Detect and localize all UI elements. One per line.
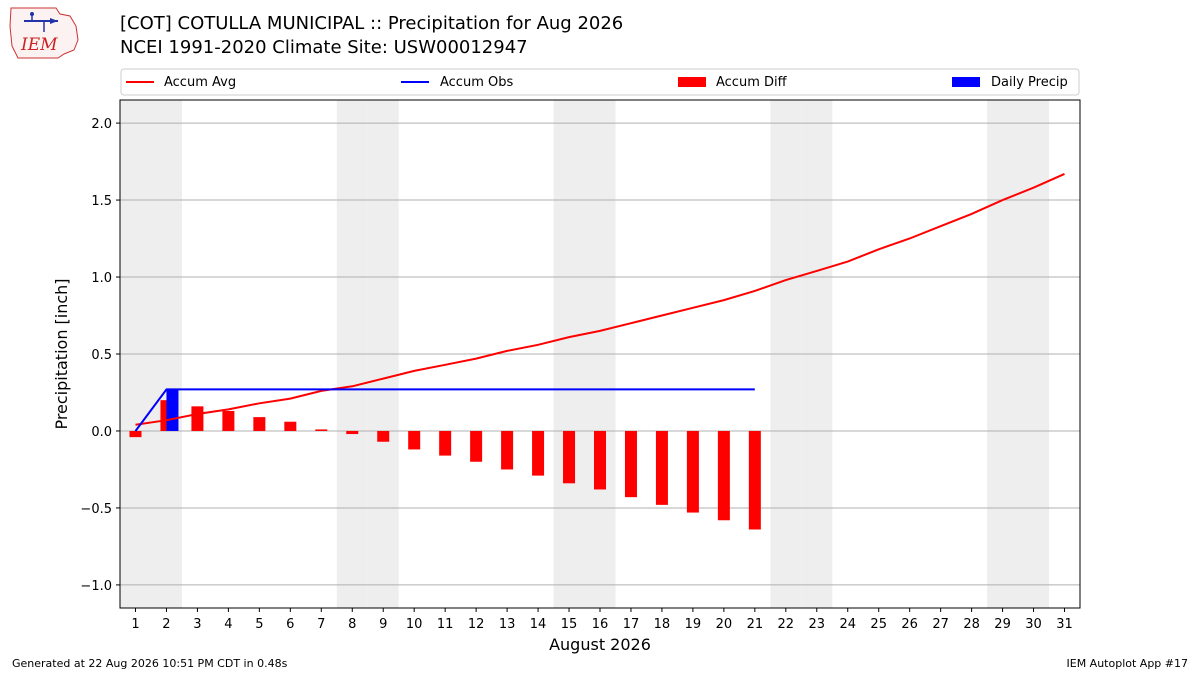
y-axis-label: Precipitation [inch]	[52, 278, 71, 429]
accum-diff-bar	[129, 430, 142, 438]
x-tick-label: 25	[870, 617, 887, 632]
legend-label: Daily Precip	[991, 75, 1068, 90]
x-tick-label: 4	[224, 617, 232, 632]
y-tick-label: 1.0	[91, 271, 112, 286]
accum-diff-bar	[470, 430, 483, 462]
accum-diff-bar	[346, 430, 359, 435]
x-tick-label: 9	[379, 617, 387, 632]
y-tick-label: −0.5	[80, 502, 112, 517]
y-tick-label: 2.0	[91, 117, 112, 132]
accum-diff-bar	[315, 429, 328, 431]
accum-diff-bar	[501, 430, 514, 470]
legend-label: Accum Avg	[164, 75, 236, 90]
accum-diff-bar	[222, 410, 235, 431]
x-tick-label: 26	[901, 617, 918, 632]
accum-diff-bar	[717, 430, 730, 521]
accum-diff-bar	[686, 430, 699, 513]
accum-diff-bar	[594, 430, 606, 490]
legend-box	[120, 68, 1080, 96]
x-tick-label: 3	[193, 617, 201, 632]
x-tick-label: 28	[963, 617, 980, 632]
accum-diff-bar	[284, 421, 297, 431]
legend-swatch	[678, 77, 706, 87]
x-tick-label: 2	[162, 617, 170, 632]
footer-generated: Generated at 22 Aug 2026 10:51 PM CDT in…	[12, 657, 288, 670]
x-tick-label: 11	[437, 617, 454, 632]
y-tick-label: 0.0	[91, 425, 112, 440]
accum-diff-bar	[191, 406, 204, 431]
x-tick-label: 24	[839, 617, 856, 632]
logo-text: IEM	[20, 35, 58, 55]
accum-diff-bar	[408, 430, 421, 450]
daily-precip-bar	[166, 389, 179, 431]
legend-swatch	[952, 77, 980, 87]
x-tick-label: 13	[499, 617, 516, 632]
x-tick-label: 29	[994, 617, 1011, 632]
accum-diff-bar	[655, 430, 668, 505]
x-tick-label: 15	[561, 617, 578, 632]
y-tick-label: −1.0	[80, 579, 112, 594]
accum-diff-bar	[624, 430, 637, 498]
accum-diff-bar	[377, 430, 390, 442]
x-tick-label: 20	[716, 617, 733, 632]
x-tick-label: 27	[932, 617, 949, 632]
accum-diff-bar	[532, 430, 545, 476]
x-tick-label: 7	[317, 617, 325, 632]
y-tick-label: 1.5	[91, 194, 112, 209]
x-tick-label: 5	[255, 617, 263, 632]
x-tick-label: 6	[286, 617, 294, 632]
x-tick-label: 8	[348, 617, 356, 632]
accum-diff-bar	[439, 430, 452, 456]
x-tick-label: 30	[1025, 617, 1042, 632]
x-tick-label: 18	[654, 617, 671, 632]
accum-diff-bar	[563, 430, 576, 484]
accum-diff-bar	[748, 430, 761, 530]
legend-label: Accum Diff	[716, 75, 788, 90]
iem-logo: IEM	[9, 7, 79, 59]
plot-area: −1.0−0.50.00.51.01.52.01 2 3 4 5 6 7 8 9 10 11 12 13…	[52, 99, 1081, 654]
x-tick-label: 10	[406, 617, 423, 632]
x-tick-label: 21	[747, 617, 764, 632]
accum-diff-bar	[253, 417, 266, 431]
x-tick-label: 22	[778, 617, 795, 632]
chart-subtitle: NCEI 1991-2020 Climate Site: USW00012947	[120, 37, 528, 58]
x-axis-label: August 2026	[549, 635, 651, 654]
x-tick-label: 19	[685, 617, 702, 632]
footer-app: IEM Autoplot App #17	[1066, 657, 1189, 670]
x-tick-label: 31	[1056, 617, 1073, 632]
x-tick-label: 23	[809, 617, 826, 632]
x-tick-label: 14	[530, 617, 547, 632]
legend: Accum Avg Accum Obs Accum Diff Daily Precip	[120, 68, 1080, 96]
x-tick-label: 12	[468, 617, 485, 632]
x-tick-label: 16	[592, 617, 609, 632]
legend-label: Accum Obs	[440, 75, 513, 90]
accum-obs-line	[134, 388, 755, 432]
chart-title: [COT] COTULLA MUNICIPAL :: Precipitation…	[120, 13, 624, 34]
x-tick-label: 1	[131, 617, 139, 632]
accum-avg-line	[135, 172, 1065, 426]
x-tick-label: 17	[623, 617, 640, 632]
y-tick-label: 0.5	[91, 348, 112, 363]
